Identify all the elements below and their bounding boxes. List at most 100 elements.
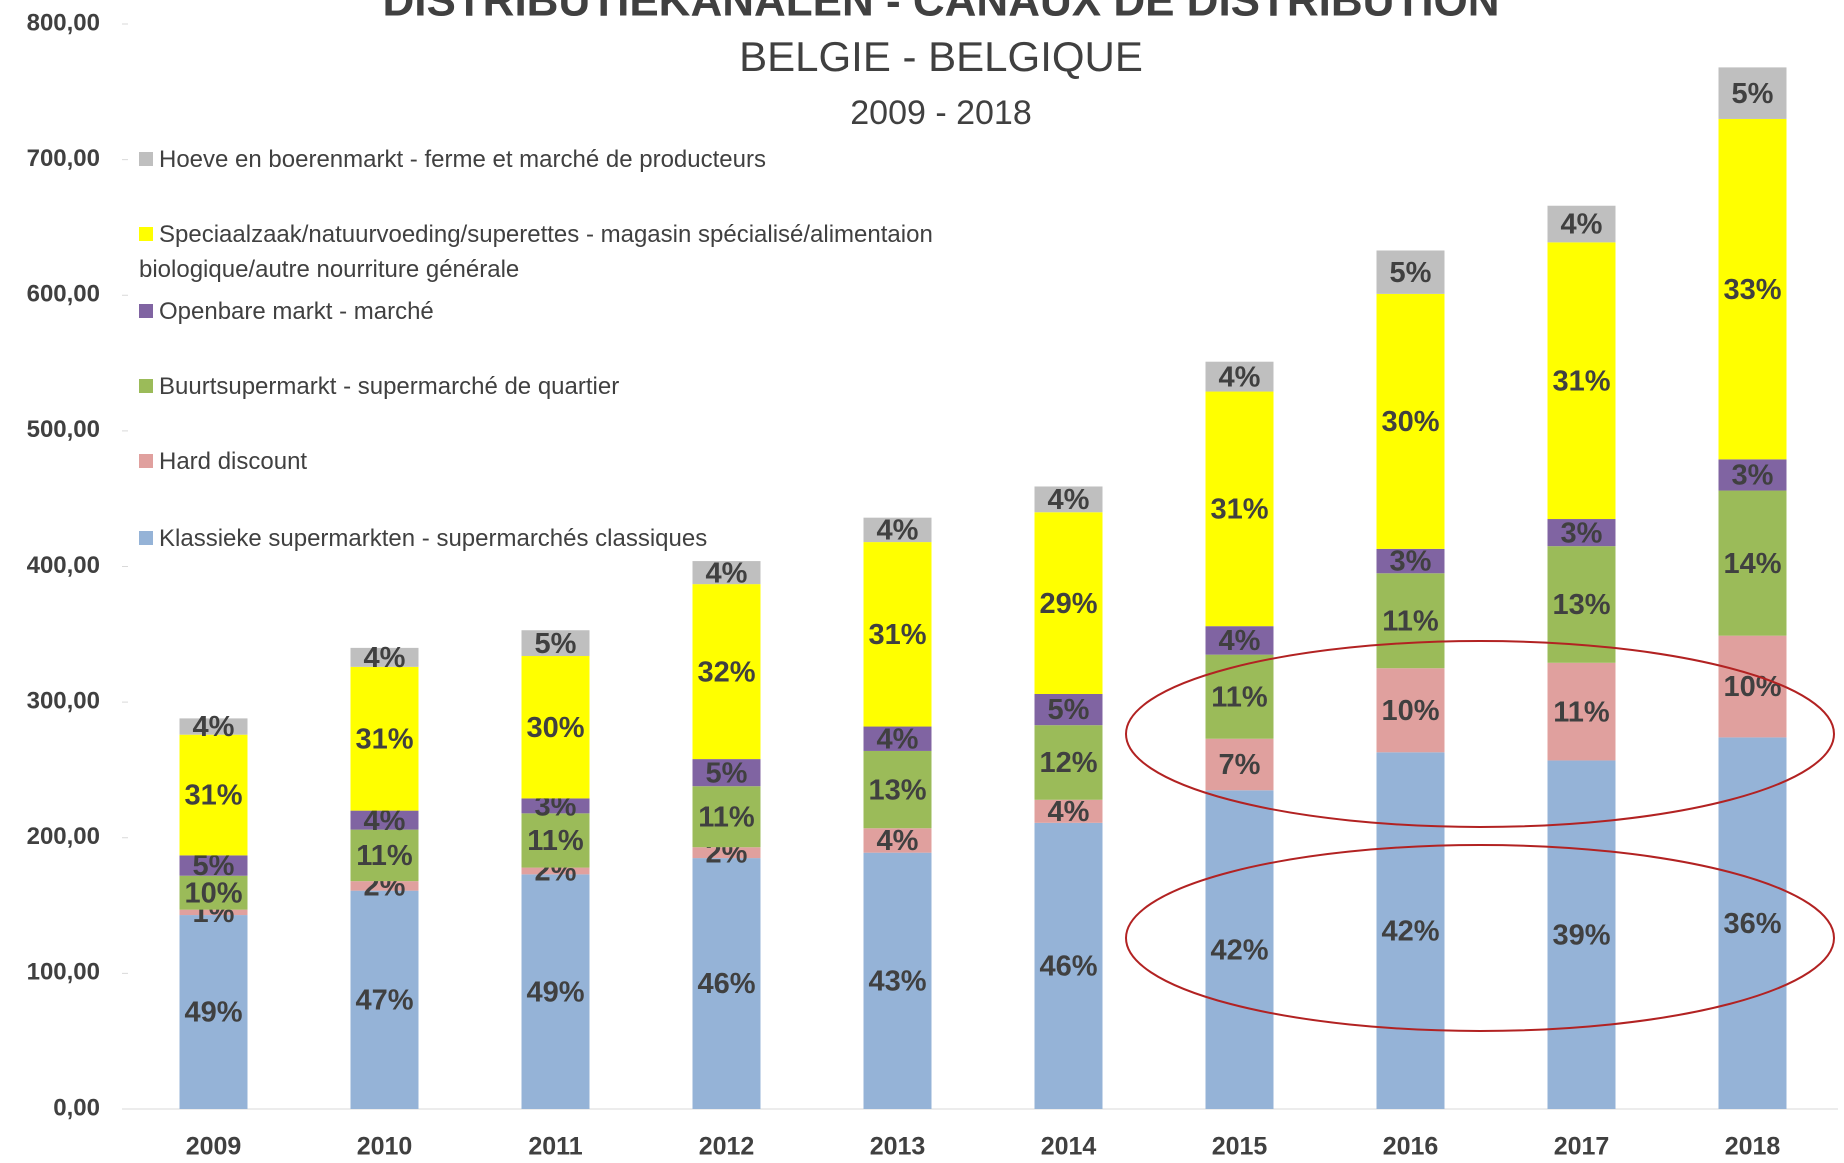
bar-segment: [863, 726, 932, 751]
x-tick-label: 2016: [1383, 1133, 1439, 1161]
legend-item: Speciaalzaak/natuurvoeding/superettes - …: [139, 217, 1019, 287]
bar-segment: [1547, 205, 1616, 243]
bar-segment: [350, 829, 419, 882]
data-label: 11%: [698, 801, 755, 833]
data-label: 10%: [1381, 695, 1439, 727]
legend-swatch: [139, 453, 153, 468]
data-label: 5%: [1390, 257, 1432, 289]
data-label: 12%: [1039, 747, 1097, 779]
data-label: 11%: [356, 840, 413, 872]
legend-swatch: [139, 303, 153, 318]
chart-title: DISTRIBUTIEKANALEN - CANAUX DE DISTRIBUT…: [382, 0, 1499, 26]
x-tick-label: 2013: [870, 1133, 926, 1161]
data-label: 31%: [1210, 494, 1268, 526]
bar-segment: [1205, 790, 1274, 1109]
data-label: 31%: [1552, 365, 1610, 397]
bar-segment: [863, 750, 932, 829]
bar-segment: [1205, 361, 1274, 392]
data-label: 5%: [1732, 78, 1774, 110]
legend-item: Klassieke supermarkten - supermarchés cl…: [139, 521, 1019, 556]
x-tick-label: 2015: [1212, 1133, 1268, 1161]
x-tick-label: 2018: [1725, 1133, 1781, 1161]
legend-swatch: [139, 530, 153, 545]
bar-segment: [1205, 626, 1274, 655]
data-label: 43%: [868, 965, 926, 997]
data-label: 4%: [1561, 209, 1603, 241]
bar-segment: [521, 798, 590, 814]
data-label: 11%: [527, 825, 584, 857]
data-label: 13%: [1552, 589, 1610, 621]
data-label: 49%: [184, 997, 242, 1029]
data-label: 4%: [193, 711, 235, 743]
bar-segment: [692, 786, 761, 848]
data-label: 4%: [877, 723, 919, 755]
data-label: 4%: [877, 515, 919, 547]
bar-segment: [1718, 459, 1787, 491]
data-label: 32%: [697, 656, 755, 688]
data-label: 5%: [1048, 694, 1090, 726]
data-label: 30%: [1381, 406, 1439, 438]
legend-item: Openbare markt - marché: [139, 294, 1019, 329]
data-label: 4%: [1048, 484, 1090, 516]
legend-label: Hard discount: [159, 448, 308, 475]
bar-segment: [179, 855, 248, 876]
bar-segment: [179, 718, 248, 735]
chart-subtitle: BELGIE - BELGIQUE: [739, 33, 1143, 80]
highlight-ellipse: [1125, 844, 1835, 1032]
y-tick-label: 500,00: [27, 416, 100, 443]
data-label: 3%: [1390, 546, 1432, 578]
data-label: 31%: [868, 619, 926, 651]
x-tick-label: 2010: [357, 1133, 413, 1161]
x-tick-label: 2009: [186, 1133, 242, 1161]
y-tick-label: 0,00: [53, 1094, 100, 1121]
bar-segment: [1034, 512, 1103, 694]
bar-segment: [1718, 635, 1787, 738]
bar-segment: [1034, 799, 1103, 823]
y-tick-label: 800,00: [27, 9, 100, 36]
bar-segment: [179, 734, 248, 856]
bar-segment: [1376, 548, 1445, 574]
data-label: 4%: [1219, 625, 1261, 657]
legend-swatch: [139, 378, 153, 393]
bar-segment: [179, 875, 248, 910]
legend-label: Speciaalzaak/natuurvoeding/superettes - …: [139, 221, 933, 283]
bar-segment: [692, 847, 761, 859]
bar-segment: [692, 561, 761, 585]
bar-segment: [863, 828, 932, 853]
data-label: 10%: [1723, 671, 1781, 703]
plot-area: 0,00 100,00 200,00 300,00 400,00 500,00 600,00…: [27, 9, 1838, 1161]
bar-segment: [1718, 490, 1787, 636]
data-label: 30%: [526, 712, 584, 744]
y-tick-label: 100,00: [27, 959, 100, 986]
legend-label: Openbare markt - marché: [159, 298, 434, 325]
bar-segment: [1205, 738, 1274, 791]
bar-segment: [350, 890, 419, 1109]
bar-segment: [1034, 725, 1103, 800]
legend-item: Buurtsupermarkt - supermarché de quartie…: [139, 369, 1019, 404]
bar-segment: [1547, 760, 1616, 1109]
bar-segment: [1376, 293, 1445, 549]
bar-segment: [692, 858, 761, 1109]
bar-segment: [350, 810, 419, 830]
y-tick-label: 300,00: [27, 687, 100, 714]
bar-segment: [1034, 693, 1103, 726]
data-label: 3%: [1561, 517, 1603, 549]
bar-segment: [863, 517, 932, 543]
data-label: 36%: [1723, 908, 1781, 940]
data-label: 29%: [1039, 588, 1097, 620]
legend-item: Hard discount: [139, 444, 1019, 479]
x-tick-label: 2012: [699, 1133, 755, 1161]
legend-label: Hoeve en boerenmarkt - ferme et marché d…: [159, 146, 766, 173]
data-label: 11%: [1382, 605, 1439, 637]
bar-segment: [1376, 250, 1445, 294]
data-label: 7%: [1219, 749, 1261, 781]
bar-segment: [692, 584, 761, 760]
bar-segment: [692, 759, 761, 787]
y-tick-label: 200,00: [27, 823, 100, 850]
x-tick-label: 2014: [1041, 1133, 1097, 1161]
legend-item: Hoeve en boerenmarkt - ferme et marché d…: [139, 142, 1019, 177]
data-label: 5%: [706, 757, 748, 789]
bar-segment: [1034, 822, 1103, 1109]
